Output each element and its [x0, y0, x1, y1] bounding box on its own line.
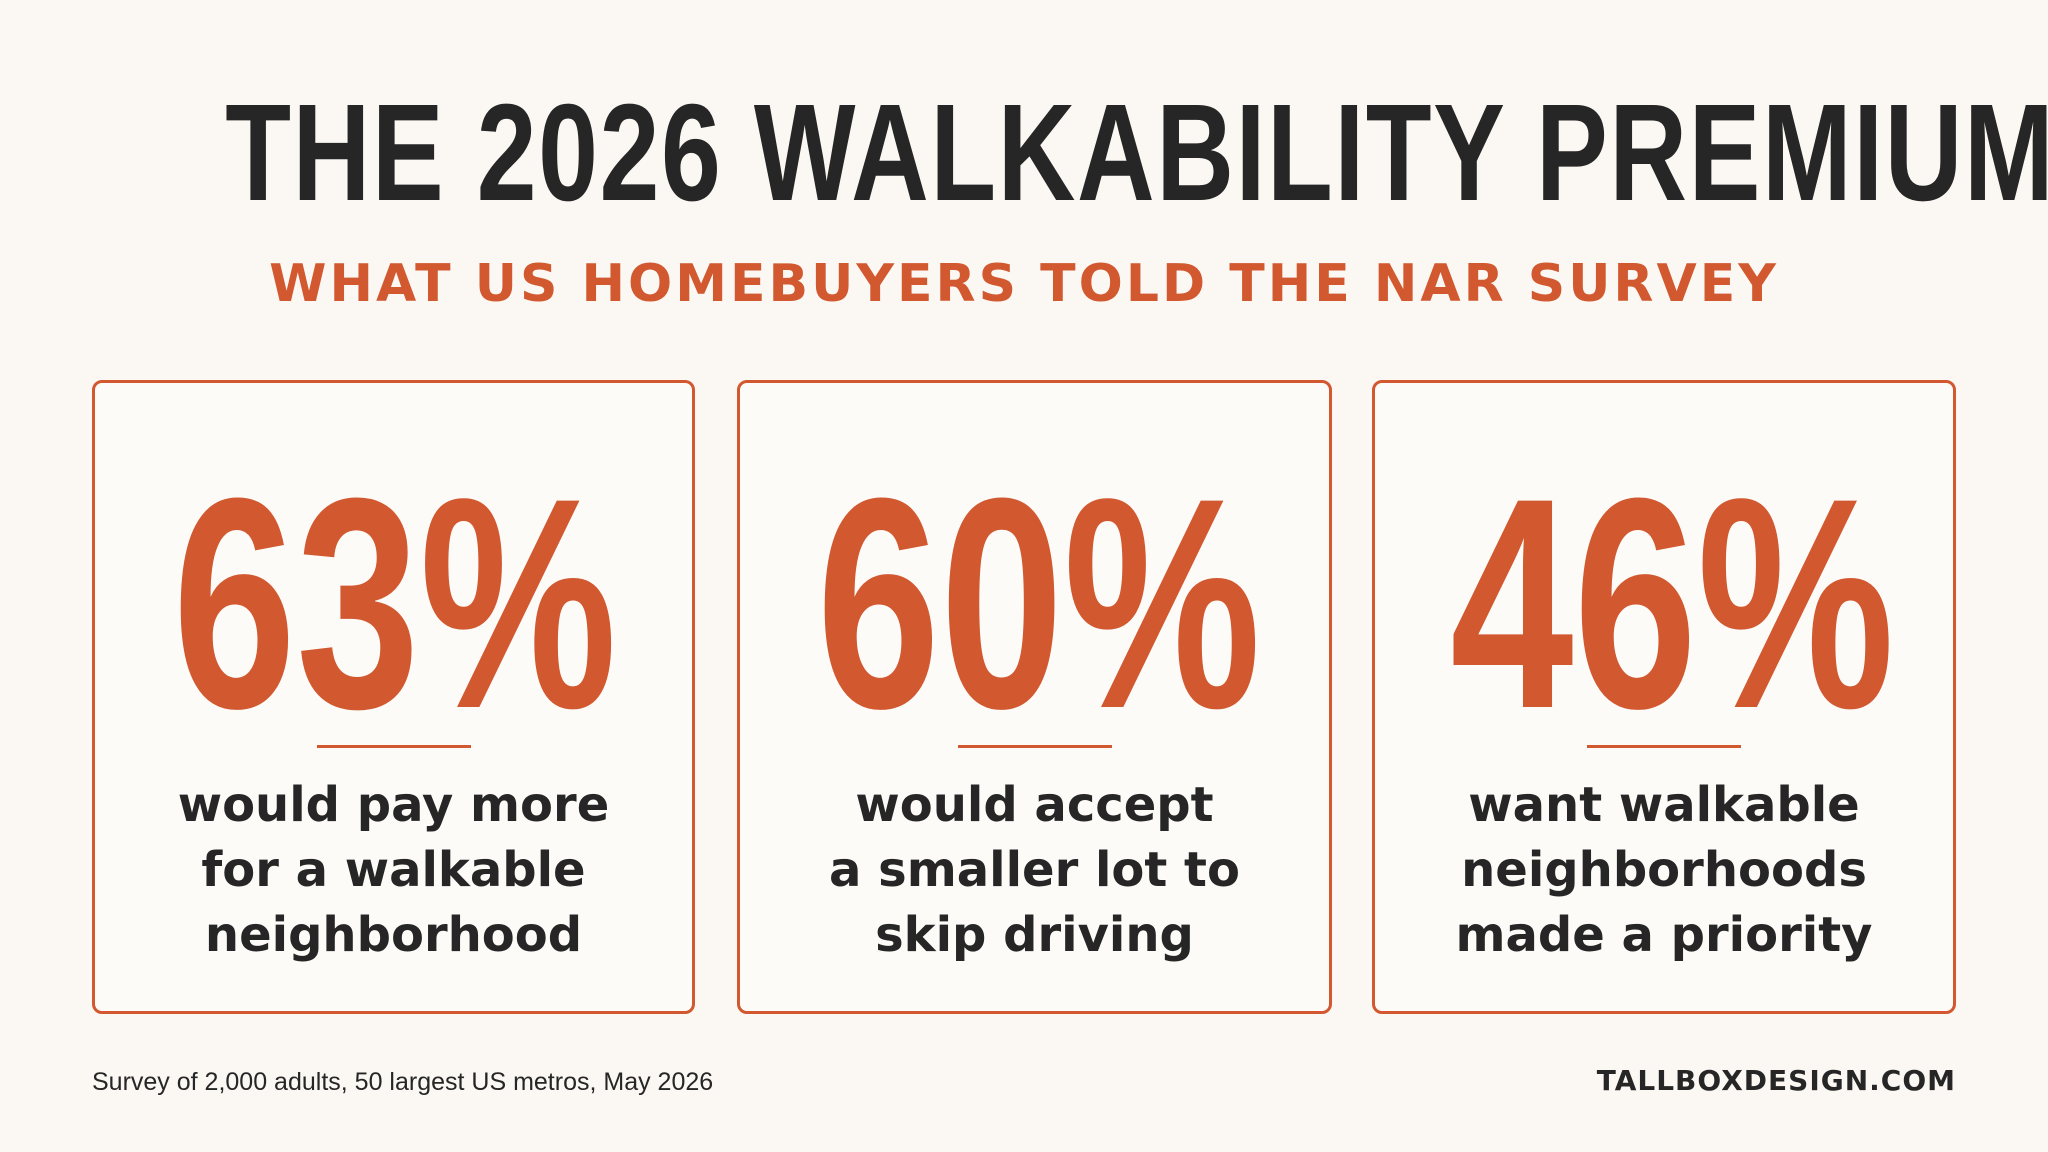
stat-card-smaller-lot: 60% would accept a smaller lot to skip d…: [737, 380, 1332, 1014]
page-title: THE 2026 WALKABILITY PREMIUM: [225, 76, 2048, 230]
description-line: neighborhoods: [1461, 842, 1867, 898]
description-line: for a walkable: [201, 842, 586, 898]
source-footnote: Survey of 2,000 adults, 50 largest US me…: [92, 1068, 714, 1096]
description-line: would pay more: [177, 777, 610, 833]
stat-value: 60%: [816, 435, 1261, 771]
divider-rule: [316, 745, 471, 748]
divider-rule: [957, 745, 1112, 748]
stat-description: want walkable neighborhoods made a prior…: [1375, 773, 1953, 968]
stat-description: would accept a smaller lot to skip drivi…: [740, 773, 1329, 968]
description-line: want walkable: [1468, 777, 1860, 833]
stat-card-priority: 46% want walkable neighborhoods made a p…: [1372, 380, 1956, 1014]
description-line: neighborhood: [204, 907, 583, 963]
description-line: would accept: [855, 777, 1214, 833]
page-subtitle: WHAT US HOMEBUYERS TOLD THE NAR SURVEY: [269, 254, 1779, 314]
description-line: skip driving: [875, 907, 1194, 963]
stat-value: 63%: [172, 435, 617, 771]
divider-rule: [1587, 745, 1741, 748]
stat-value: 46%: [1450, 435, 1895, 771]
description-line: a smaller lot to: [829, 842, 1240, 898]
description-line: made a priority: [1455, 907, 1873, 963]
stat-description: would pay more for a walkable neighborho…: [95, 773, 692, 968]
stat-card-pay-more: 63% would pay more for a walkable neighb…: [92, 380, 695, 1014]
brand-url: TALLBOXDESIGN.COM: [1596, 1064, 1956, 1097]
